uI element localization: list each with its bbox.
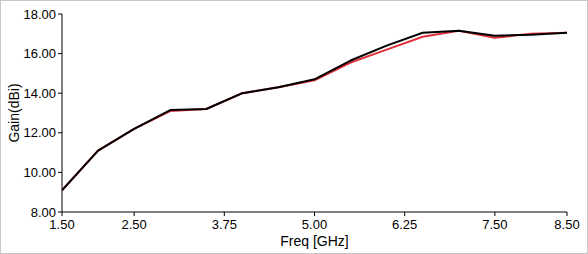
- outer-frame: [1, 1, 588, 254]
- y-tick: [58, 172, 62, 173]
- x-tick: [62, 212, 63, 216]
- x-tick-label: 1.50: [49, 217, 74, 232]
- x-tick-label: 3.75: [212, 217, 237, 232]
- x-tick: [134, 212, 135, 216]
- x-tick-label: 7.50: [482, 217, 507, 232]
- x-tick: [404, 212, 405, 216]
- y-tick-label: 12.00: [23, 125, 56, 140]
- y-tick: [58, 132, 62, 133]
- y-axis-title: Gain(dBi): [6, 83, 22, 142]
- y-tick: [58, 212, 62, 213]
- x-tick-label: 8.50: [554, 217, 579, 232]
- y-tick-label: 10.00: [23, 165, 56, 180]
- x-axis-title: Freq [GHz]: [280, 233, 348, 249]
- plot-area: [62, 31, 567, 190]
- x-tick-label: 6.25: [392, 217, 417, 232]
- x-tick: [314, 212, 315, 216]
- x-tick: [567, 212, 568, 216]
- chart: 8.0010.0012.0014.0016.0018.001.502.503.7…: [0, 0, 588, 254]
- y-tick-label: 14.00: [23, 86, 56, 101]
- y-axis: [62, 14, 63, 212]
- series-line: [62, 31, 567, 190]
- y-tick-label: 16.00: [23, 46, 56, 61]
- x-tick: [224, 212, 225, 216]
- y-tick: [58, 93, 62, 94]
- x-tick: [494, 212, 495, 216]
- x-tick-label: 5.00: [302, 217, 327, 232]
- y-tick: [58, 14, 62, 15]
- y-tick: [58, 53, 62, 54]
- y-tick-label: 18.00: [23, 7, 56, 22]
- x-tick-label: 2.50: [121, 217, 146, 232]
- series-line: [62, 31, 567, 190]
